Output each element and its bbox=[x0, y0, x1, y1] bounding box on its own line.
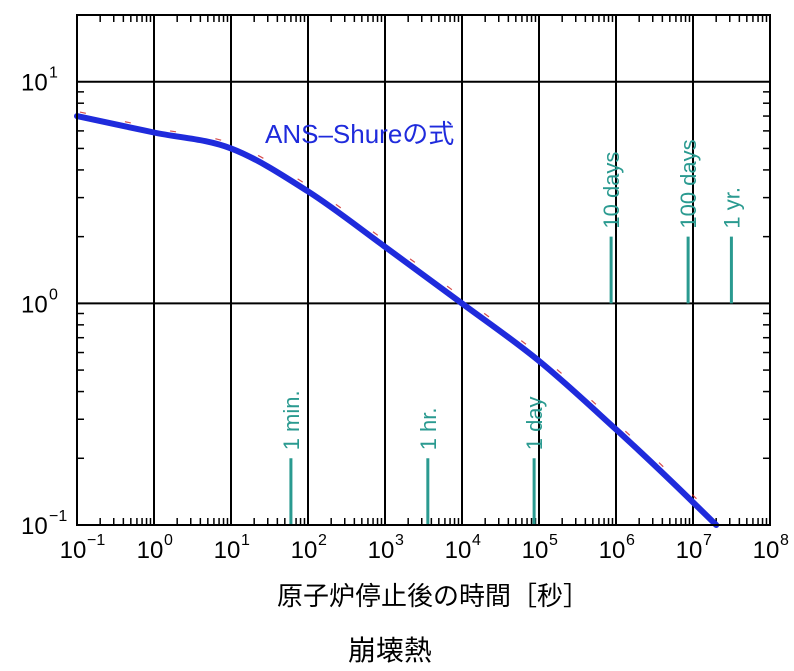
x-tick-base: 10 bbox=[445, 537, 472, 564]
time-marker-label: 100 days bbox=[676, 139, 701, 228]
x-tick-label: 10 1 bbox=[214, 532, 250, 564]
plot-frame bbox=[76, 14, 771, 526]
x-tick-label: 10 3 bbox=[368, 532, 404, 564]
x-tick-base: 10 bbox=[60, 537, 87, 564]
grid bbox=[77, 15, 770, 525]
x-tick-label: 10 2 bbox=[291, 532, 327, 564]
x-tick-exponent: 8 bbox=[780, 532, 789, 549]
series-line bbox=[74, 113, 720, 528]
x-tick-exponent: 6 bbox=[626, 532, 635, 549]
y-tick-label: 10 0 bbox=[21, 286, 58, 318]
time-marker-label: 1 yr. bbox=[719, 187, 744, 229]
x-tick-base: 10 bbox=[522, 537, 549, 564]
time-marker: 1 yr. bbox=[719, 187, 744, 304]
x-tick-base: 10 bbox=[214, 537, 241, 564]
x-tick-base: 10 bbox=[291, 537, 318, 564]
x-tick-exponent: 3 bbox=[395, 532, 404, 549]
time-marker: 1 day bbox=[522, 396, 547, 525]
x-tick-base: 10 bbox=[599, 537, 626, 564]
time-marker: 1 hr. bbox=[416, 407, 441, 525]
x-tick-exponent: 1 bbox=[241, 532, 250, 549]
y-tick-label: 10 1 bbox=[21, 65, 58, 97]
x-tick-exponent: 5 bbox=[549, 532, 558, 549]
x-tick-exponent: 2 bbox=[318, 532, 327, 549]
y-tick-exponent: −1 bbox=[49, 508, 67, 525]
y-tick-exponent: 1 bbox=[49, 65, 58, 82]
x-tick-label: 10 8 bbox=[753, 532, 789, 564]
y-tick-exponent: 0 bbox=[49, 286, 58, 303]
x-tick-label: 10 4 bbox=[445, 532, 481, 564]
x-tick-exponent: 0 bbox=[164, 532, 173, 549]
time-marker: 100 days bbox=[676, 139, 701, 304]
y-tick-base: 10 bbox=[21, 70, 48, 97]
time-marker-label: 10 days bbox=[599, 152, 624, 229]
x-axis-label: 原子炉停止後の時間［秒］ bbox=[277, 581, 589, 611]
x-tick-base: 10 bbox=[137, 537, 164, 564]
x-tick-exponent: 7 bbox=[703, 532, 712, 549]
time-marker: 1 min. bbox=[279, 390, 304, 525]
time-markers: 1 min. 1 hr. 1 day 10 days 100 days 1 yr. bbox=[279, 139, 744, 525]
minor-ticks bbox=[77, 14, 770, 525]
x-tick-label: 10 6 bbox=[599, 532, 635, 564]
series-label: ANS–Shureの式 bbox=[265, 119, 454, 149]
x-tick-label: 10 0 bbox=[137, 532, 173, 564]
y-tick-label: 10 −1 bbox=[21, 508, 67, 540]
chart-title: 崩壊熱 bbox=[348, 635, 432, 666]
x-tick-label: 10 7 bbox=[676, 532, 712, 564]
x-tick-base: 10 bbox=[368, 537, 395, 564]
time-marker-label: 1 day bbox=[522, 396, 547, 450]
x-tick-exponent: −1 bbox=[87, 532, 105, 549]
y-tick-base: 10 bbox=[21, 291, 48, 318]
x-tick-base: 10 bbox=[676, 537, 703, 564]
time-marker-label: 1 hr. bbox=[416, 407, 441, 450]
x-tick-base: 10 bbox=[753, 537, 780, 564]
x-tick-labels: 10 −1 10 0 10 1 10 2 10 3 10 4 10 5 10 6 10 7 10 8 bbox=[60, 532, 789, 564]
time-marker: 10 days bbox=[599, 152, 624, 304]
y-tick-base: 10 bbox=[21, 513, 48, 540]
x-tick-label: 10 5 bbox=[522, 532, 558, 564]
time-marker-label: 1 min. bbox=[279, 390, 304, 450]
x-tick-label: 10 −1 bbox=[60, 532, 106, 564]
curves bbox=[74, 111, 720, 528]
x-tick-exponent: 4 bbox=[472, 532, 481, 549]
